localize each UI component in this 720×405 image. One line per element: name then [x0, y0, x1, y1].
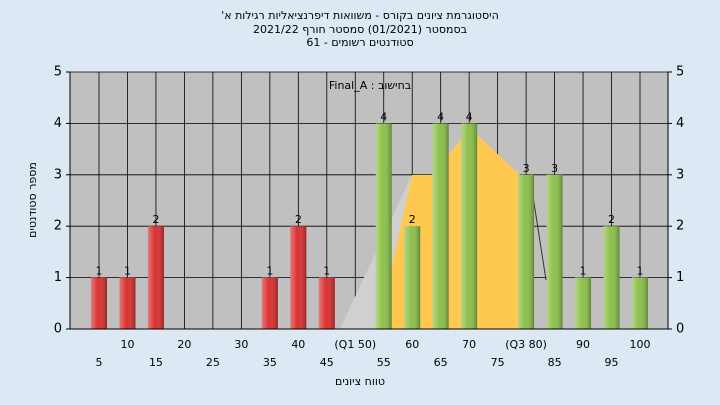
- y-tick-label: 1: [54, 270, 62, 285]
- x-tick-label: 40: [291, 338, 305, 351]
- y2-tick-label: 3: [676, 167, 684, 182]
- chart-subtitle: סטודנטים רשומים - 61: [306, 36, 413, 49]
- y-axis-label: מספר סטודנטים: [26, 162, 39, 238]
- bar-shade: [461, 123, 478, 330]
- chart-title: היסטוגרמת ציונים בקורס - משוואות דיפרנצי…: [221, 9, 499, 22]
- x-tick-label: 65: [434, 356, 448, 369]
- x-tick-label: 90: [576, 338, 590, 351]
- y-tick-label: 0: [54, 322, 62, 337]
- bar-shade: [603, 226, 620, 329]
- y-tick-label: 2: [54, 219, 62, 234]
- x-tick-label: 5: [96, 356, 103, 369]
- bar-shade: [91, 277, 107, 329]
- bar-shade: [518, 174, 535, 329]
- bar-shade: [404, 226, 421, 329]
- x-tick-label: 75: [491, 356, 505, 369]
- data-label: 1: [323, 265, 330, 278]
- y2-tick-label: 5: [676, 65, 684, 80]
- data-label: 2: [409, 213, 416, 226]
- data-label: 1: [580, 265, 587, 278]
- bar-shade: [290, 226, 307, 329]
- bar-shade: [147, 226, 164, 329]
- bar-shade: [632, 277, 648, 329]
- data-label: 4: [466, 110, 473, 123]
- data-label: 1: [124, 265, 131, 278]
- data-label: 2: [608, 213, 615, 226]
- bar-shade: [318, 277, 335, 329]
- data-label: 4: [380, 110, 387, 123]
- bar-shade: [119, 277, 136, 329]
- x-tick-label: 95: [605, 356, 619, 369]
- y2-tick-label: 4: [676, 116, 684, 131]
- data-label: 2: [152, 213, 159, 226]
- x-tick-label: 55: [377, 356, 391, 369]
- bars: [91, 123, 648, 330]
- x-tick-label: 30: [234, 338, 248, 351]
- x-tick-label: 20: [177, 338, 191, 351]
- data-label: 3: [551, 162, 558, 175]
- bar-shade: [261, 277, 278, 329]
- bar-shade: [546, 174, 563, 329]
- y-tick-label: 4: [54, 116, 62, 131]
- x-tick-label: (Q1 50): [334, 338, 376, 351]
- data-label: 1: [266, 265, 273, 278]
- y2-tick-label: 1: [676, 270, 684, 285]
- x-tick-label: 10: [120, 338, 134, 351]
- distribution-line: [531, 189, 547, 281]
- x-tick-label: 70: [462, 338, 476, 351]
- data-label: 1: [637, 265, 644, 278]
- x-tick-label: 100: [630, 338, 651, 351]
- x-tick-label: 45: [320, 356, 334, 369]
- y2-tick-label: 2: [676, 219, 684, 234]
- bar-shade: [375, 123, 392, 330]
- x-tick-label: 25: [206, 356, 220, 369]
- data-label: 4: [437, 110, 444, 123]
- x-tick-label: 60: [405, 338, 419, 351]
- x-tick-label: 85: [548, 356, 562, 369]
- y-tick-label: 3: [54, 167, 62, 182]
- y-tick-label: 5: [54, 65, 62, 80]
- x-tick-label: (Q3 80): [505, 338, 547, 351]
- chart-subtitle: בסמסטר (01/2021) סמסטר חורף 2021/22: [253, 23, 467, 36]
- annotation: בחישוב : Final_A: [329, 79, 411, 92]
- y2-tick-label: 0: [676, 322, 684, 337]
- x-axis-label: טווח ציונים: [335, 375, 385, 388]
- data-label: 2: [295, 213, 302, 226]
- data-label: 3: [523, 162, 530, 175]
- x-tick-label: 35: [263, 356, 277, 369]
- bar-shade: [432, 123, 449, 330]
- x-tick-label: 15: [149, 356, 163, 369]
- bar-shade: [575, 277, 592, 329]
- data-label: 1: [96, 265, 103, 278]
